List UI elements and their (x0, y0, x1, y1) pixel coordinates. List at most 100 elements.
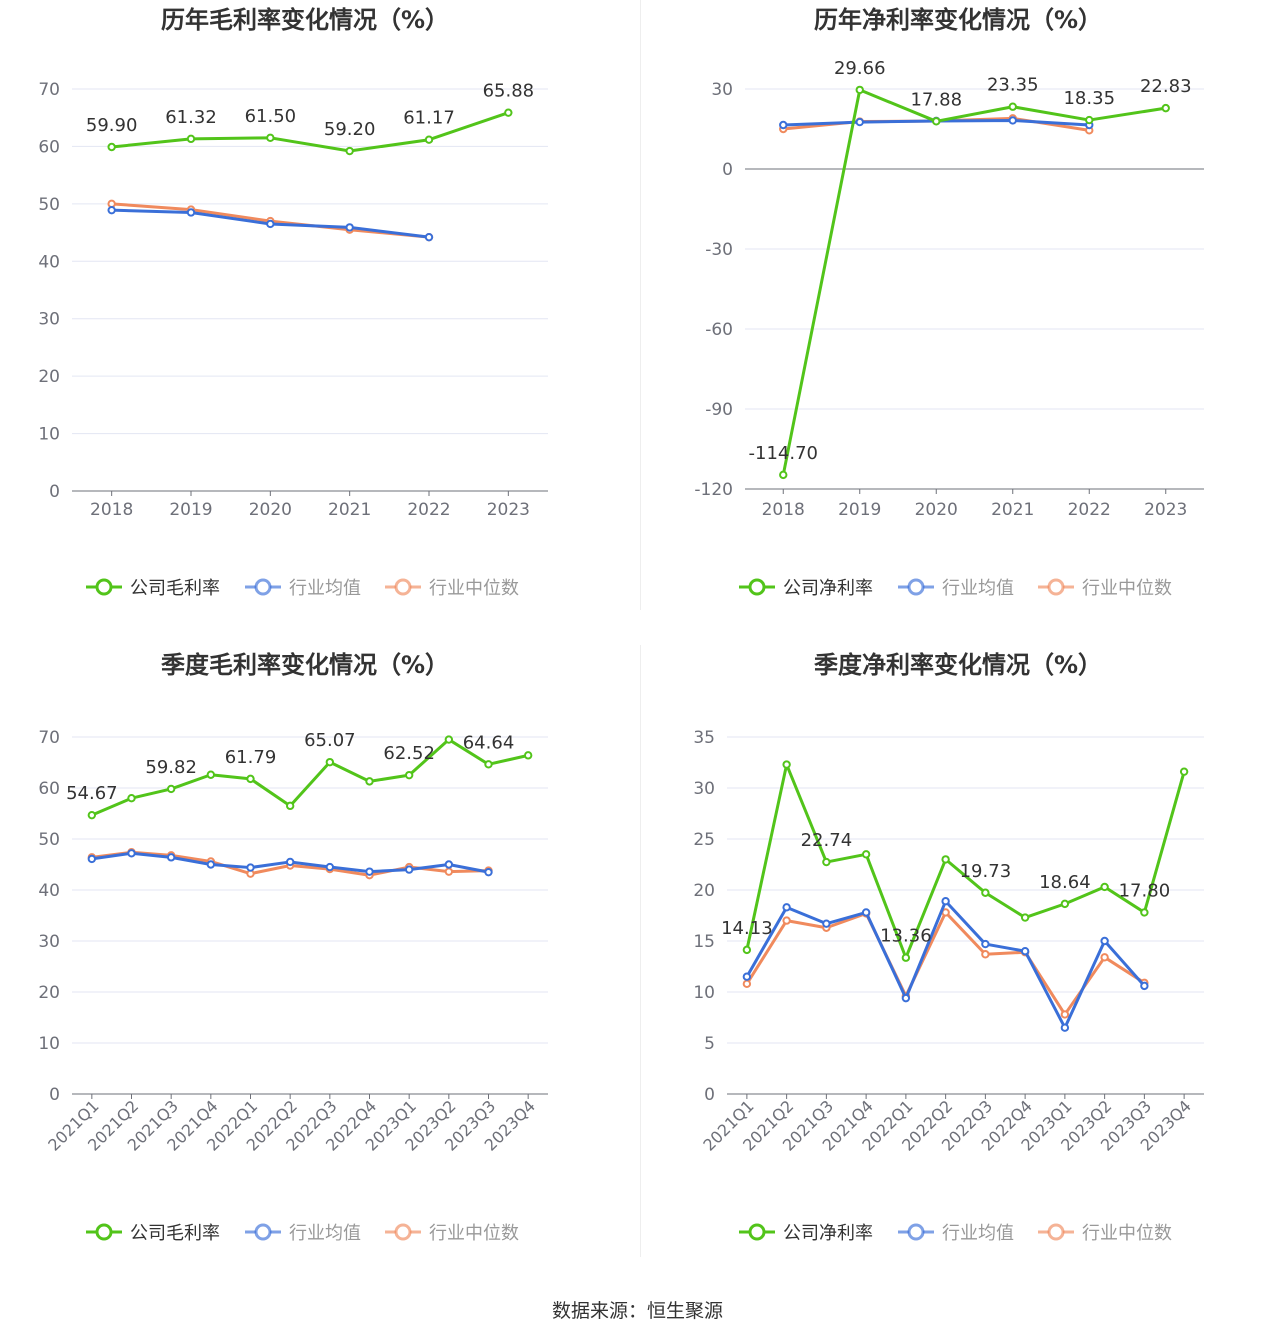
data-point[interactable] (782, 760, 791, 769)
data-point[interactable] (365, 777, 374, 786)
data-point[interactable] (1085, 115, 1094, 125)
legend-item-label[interactable]: 公司毛利率 (130, 578, 220, 599)
data-point[interactable] (523, 751, 533, 760)
data-point[interactable] (127, 849, 136, 858)
legend-item-label[interactable]: 行业均值 (942, 1223, 1014, 1244)
data-point[interactable] (861, 908, 871, 917)
data-point[interactable] (345, 223, 354, 232)
data-point[interactable] (941, 855, 950, 864)
data-point[interactable] (404, 770, 414, 780)
legend-item-label[interactable]: 公司净利率 (783, 1223, 873, 1244)
data-point[interactable] (1179, 767, 1189, 776)
data-point[interactable] (742, 945, 752, 955)
data-point[interactable] (484, 867, 493, 877)
y-tick-label: 30 (38, 932, 60, 952)
data-point[interactable] (444, 860, 454, 869)
data-point[interactable] (166, 784, 176, 794)
series-line-company (745, 763, 1186, 960)
legend-item-label[interactable]: 行业均值 (289, 1223, 361, 1244)
data-point[interactable] (822, 919, 831, 928)
data-point[interactable] (107, 205, 116, 215)
legend-item-label[interactable]: 行业中位数 (429, 578, 519, 599)
data-point[interactable] (1060, 1010, 1070, 1019)
data-point[interactable] (424, 232, 434, 242)
data-point[interactable] (325, 862, 335, 872)
data-point[interactable] (861, 850, 871, 859)
data-point[interactable] (87, 810, 97, 820)
y-tick-label: 15 (693, 932, 715, 952)
data-point[interactable] (941, 897, 950, 906)
data-point[interactable] (166, 853, 176, 862)
legend-item-label[interactable]: 行业中位数 (1082, 578, 1172, 599)
data-point[interactable] (932, 117, 941, 126)
data-point[interactable] (444, 735, 454, 744)
data-point[interactable] (981, 950, 990, 959)
data-point[interactable] (1140, 908, 1149, 917)
data-point[interactable] (206, 860, 216, 869)
legend-item-label[interactable]: 公司毛利率 (130, 1223, 220, 1244)
data-point[interactable] (345, 146, 354, 156)
y-tick-label: 40 (38, 252, 60, 272)
data-point[interactable] (246, 863, 255, 872)
data-point[interactable] (1161, 103, 1170, 113)
data-point[interactable] (1100, 882, 1109, 892)
data-point[interactable] (186, 134, 196, 144)
data-point[interactable] (981, 939, 990, 949)
data-point[interactable] (365, 867, 374, 876)
y-tick-label: 30 (711, 80, 733, 100)
x-tick-label: 2020 (249, 500, 292, 520)
data-point[interactable] (404, 865, 414, 874)
data-point[interactable] (484, 760, 493, 769)
data-point[interactable] (87, 854, 97, 864)
data-point[interactable] (1060, 1023, 1070, 1032)
data-point[interactable] (186, 208, 196, 217)
data-point[interactable] (285, 801, 295, 811)
data-point[interactable] (742, 979, 752, 989)
data-point[interactable] (855, 85, 864, 95)
legend-item-label[interactable]: 行业均值 (289, 578, 361, 599)
data-point[interactable] (127, 794, 136, 803)
y-tick-label: -30 (705, 240, 733, 260)
y-tick-label: 60 (38, 137, 60, 157)
data-point[interactable] (1060, 899, 1070, 909)
data-point[interactable] (1008, 116, 1017, 125)
data-point[interactable] (266, 133, 275, 143)
data-point[interactable] (266, 219, 275, 229)
data-label: 18.64 (1039, 872, 1091, 893)
data-point[interactable] (855, 117, 864, 127)
legend-item-label[interactable]: 公司净利率 (783, 578, 873, 599)
data-point[interactable] (444, 867, 454, 876)
data-point[interactable] (504, 108, 513, 117)
data-point[interactable] (901, 953, 911, 962)
data-point[interactable] (1140, 981, 1149, 991)
legend-item-label[interactable]: 行业中位数 (429, 1223, 519, 1244)
data-point[interactable] (424, 135, 434, 144)
data-point[interactable] (246, 774, 255, 784)
data-point[interactable] (206, 770, 216, 779)
data-point[interactable] (779, 470, 788, 480)
data-point[interactable] (107, 142, 116, 152)
data-point[interactable] (782, 916, 791, 925)
data-point[interactable] (285, 857, 295, 867)
legend-marker (95, 1223, 113, 1241)
y-tick-label: 0 (722, 160, 733, 180)
data-point[interactable] (822, 857, 831, 867)
data-point[interactable] (1100, 936, 1109, 946)
legend-marker (907, 1223, 925, 1241)
y-tick-label: 0 (49, 482, 60, 502)
data-point[interactable] (782, 903, 791, 912)
legend-marker (254, 1223, 272, 1241)
data-point[interactable] (779, 120, 788, 130)
data-point[interactable] (742, 972, 752, 981)
data-label: 61.32 (165, 107, 217, 128)
legend-item-label[interactable]: 行业均值 (942, 578, 1014, 599)
data-point[interactable] (901, 993, 911, 1003)
data-point[interactable] (325, 757, 335, 767)
data-point[interactable] (1008, 102, 1017, 111)
legend-item-label[interactable]: 行业中位数 (1082, 1223, 1172, 1244)
data-point[interactable] (981, 888, 990, 897)
data-point[interactable] (1100, 953, 1109, 962)
data-point[interactable] (1020, 913, 1030, 922)
data-point[interactable] (1020, 947, 1030, 956)
legend-marker (907, 578, 925, 596)
